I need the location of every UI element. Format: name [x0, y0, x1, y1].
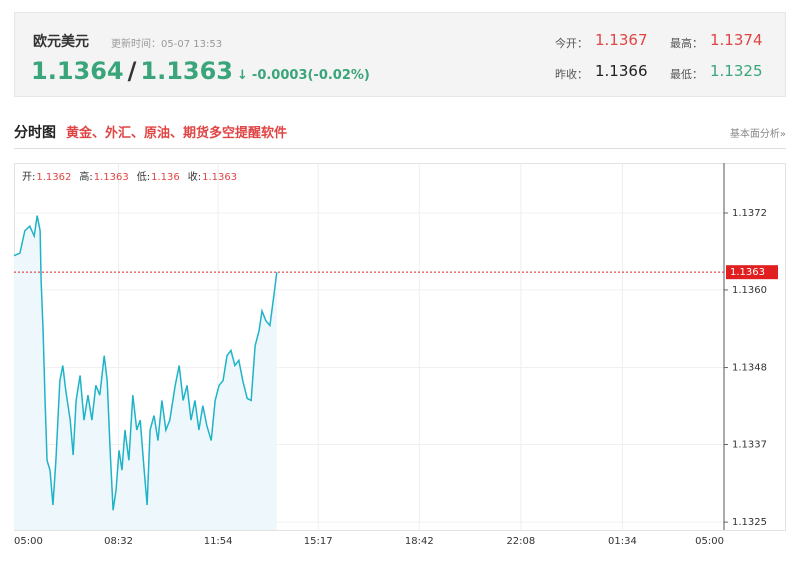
- y-tick-label: 1.1372: [732, 208, 767, 219]
- area-fill: [14, 215, 277, 530]
- y-tick-label: 1.1337: [732, 439, 767, 450]
- x-tick-label: 22:08: [506, 536, 535, 547]
- section-bar: 分时图 黄金、外汇、原油、期货多空提醒软件 基本面分析»: [14, 118, 786, 149]
- low: 1.1325: [710, 62, 763, 80]
- high-label: 最高：: [670, 37, 703, 50]
- open-label: 今开：: [555, 37, 588, 50]
- low-label: 最低：: [670, 68, 703, 81]
- separator: /: [127, 57, 137, 85]
- open: 1.1367: [595, 31, 648, 49]
- x-tick-label: 05:00: [695, 536, 724, 547]
- x-tick-label: 08:32: [104, 536, 133, 547]
- ohlc-label: 收:: [188, 170, 201, 183]
- ohlc-value: 1.136: [151, 172, 180, 183]
- section-title: 分时图: [14, 125, 56, 141]
- y-tick-label: 1.1360: [732, 285, 767, 296]
- x-tick-label: 01:34: [608, 536, 637, 547]
- bid: 1.1364: [31, 57, 124, 85]
- ohlc-label: 低:: [137, 170, 150, 183]
- x-tick-label: 05:00: [14, 536, 43, 547]
- ohlc-value: 1.1362: [36, 172, 71, 183]
- analysis-link[interactable]: 基本面分析»: [729, 129, 786, 140]
- current-price-box: [726, 265, 778, 280]
- prev-label: 昨收：: [555, 68, 588, 81]
- x-tick-label: 15:17: [304, 536, 333, 547]
- y-tick-label: 1.1348: [732, 363, 767, 374]
- symbol-title: 欧元美元: [33, 34, 89, 50]
- ohlc-value: 1.1363: [94, 172, 129, 183]
- price-line: [13, 215, 278, 511]
- ohlc-value: 1.1363: [202, 172, 237, 183]
- x-tick-label: 18:42: [405, 536, 434, 547]
- ask: 1.1363: [140, 57, 234, 85]
- y-tick-label: 1.1325: [732, 517, 767, 528]
- ohlc-label: 开:: [22, 172, 35, 183]
- quote-header: 欧元美元 更新时间：05-07 13:53 1.1364 / 1.1363 ↓ …: [14, 12, 786, 97]
- current-price-label: 1.1363: [730, 267, 765, 278]
- promo-link[interactable]: 黄金、外汇、原油、期货多空提醒软件: [66, 126, 288, 141]
- high: 1.1374: [710, 31, 763, 49]
- update-time: 更新时间：05-07 13:53: [111, 39, 223, 50]
- price-row: 1.1364 / 1.1363 ↓ -0.0003(-0.02%): [31, 57, 370, 85]
- x-tick-label: 11:54: [204, 536, 233, 547]
- change: -0.0003(-0.02%): [251, 68, 370, 83]
- arrow: ↓: [237, 68, 248, 83]
- prev: 1.1366: [595, 62, 648, 80]
- ohlc-label: 高:: [79, 170, 92, 183]
